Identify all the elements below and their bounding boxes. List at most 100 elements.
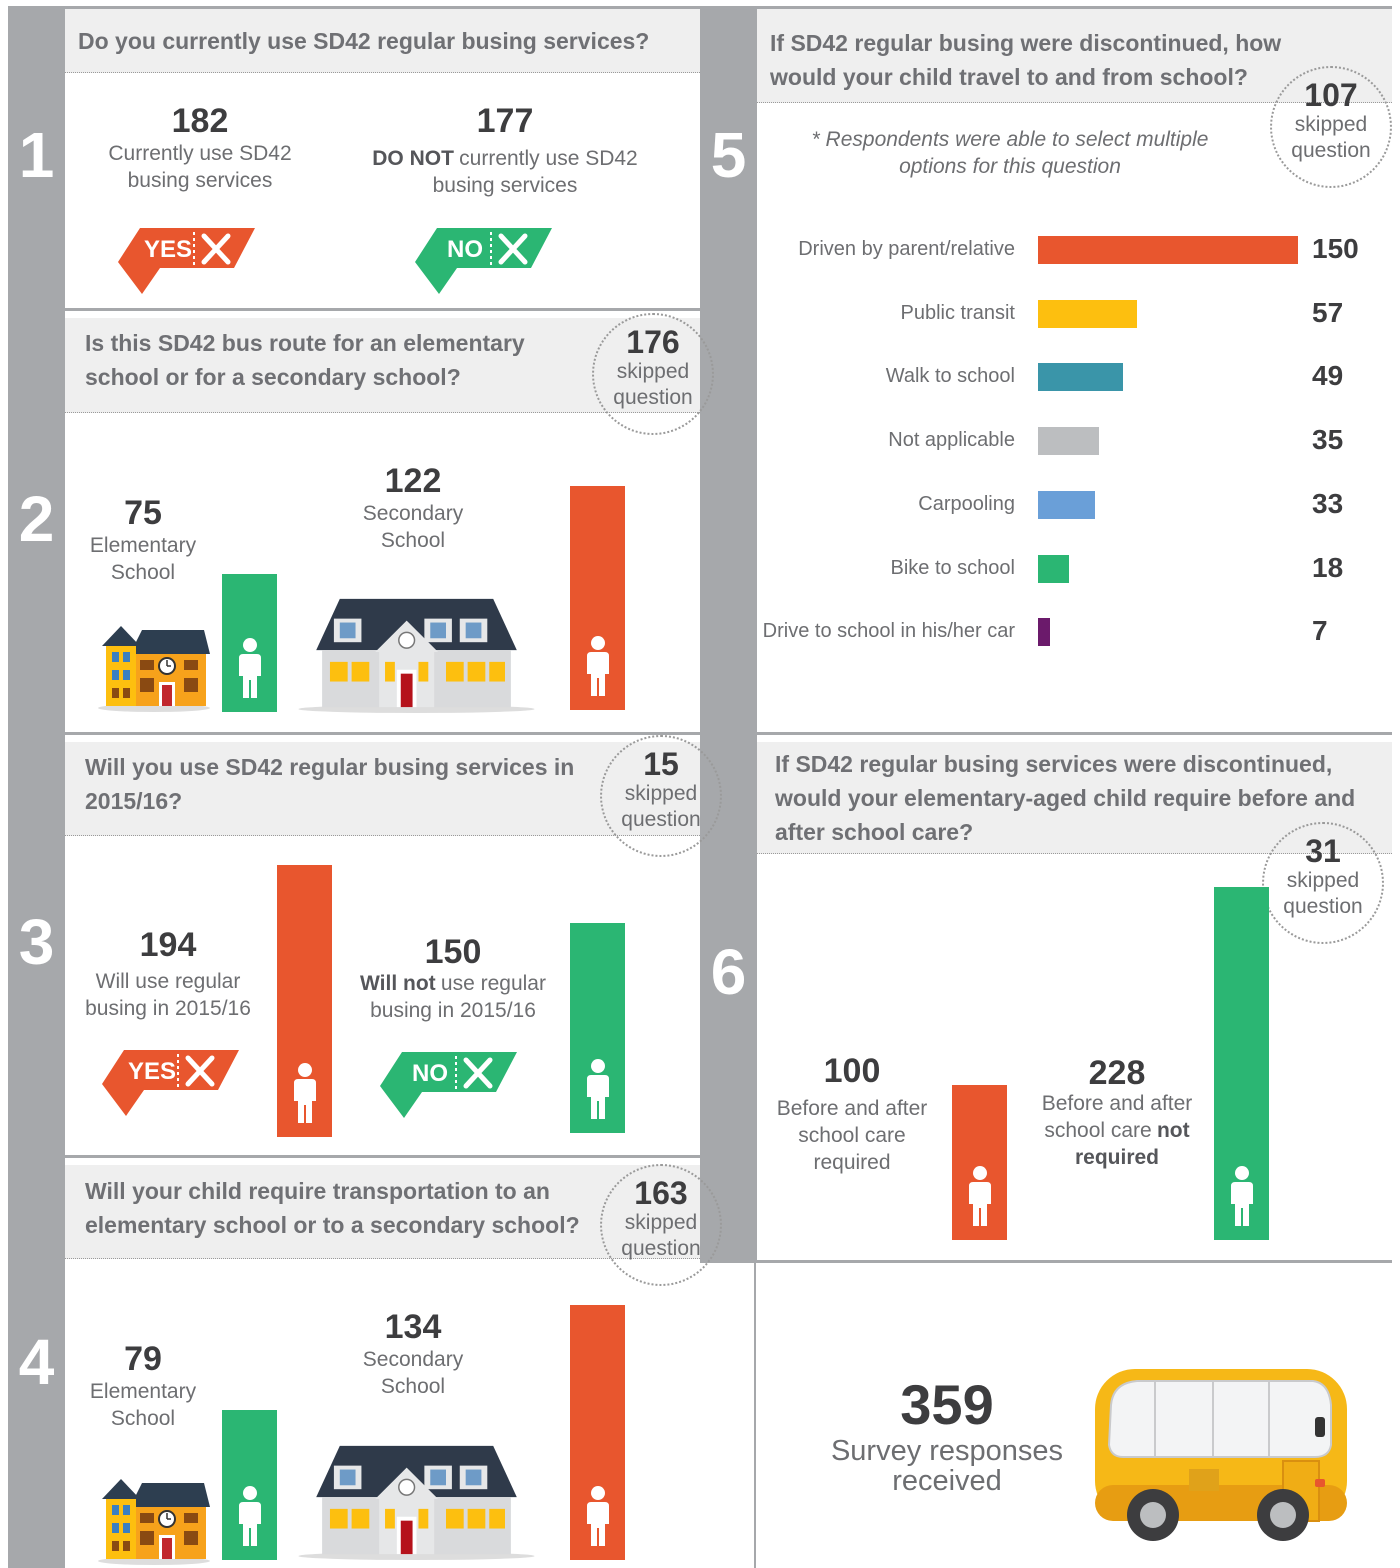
question: Will you use SD42 regular busing service… (85, 750, 595, 818)
item-label: Secondary School (348, 1346, 478, 1400)
question: If SD42 regular busing were discontinued… (770, 26, 1300, 94)
secondary-school-icon (298, 1442, 535, 1560)
skipped-label: skipped question (1278, 868, 1368, 920)
person-icon (583, 1059, 613, 1121)
bar (1038, 300, 1137, 328)
item-label: Secondary School (348, 500, 478, 554)
value-label: 18 (1312, 552, 1343, 584)
category-label: Walk to school (745, 363, 1015, 390)
item-value: 182 (100, 102, 300, 141)
label-part: Secondary School (363, 502, 463, 552)
person-icon (235, 1486, 265, 1548)
person-icon (290, 1063, 320, 1125)
person-icon (235, 638, 265, 700)
section-number: 1 (8, 118, 65, 192)
item-value: 75 (68, 494, 218, 533)
value-label: 150 (1312, 233, 1359, 265)
skipped-label: skipped question (616, 1210, 706, 1262)
category-label: Not applicable (745, 427, 1015, 454)
elementary-school-icon (98, 1475, 210, 1565)
section-number: 2 (8, 482, 65, 556)
badge-shape: YES (118, 228, 255, 294)
elementary-school-icon (98, 622, 210, 712)
note: * Respondents were able to select multip… (800, 126, 1220, 180)
total-label: Survey responses received (827, 1436, 1067, 1496)
value-label: 33 (1312, 488, 1343, 520)
label-part: Elementary School (90, 534, 196, 584)
skipped-label: skipped question (1286, 112, 1376, 164)
category-label: Driven by parent/relative (745, 236, 1015, 263)
item-label: Elementary School (78, 532, 208, 586)
value-label: 7 (1312, 615, 1328, 647)
bar (570, 1305, 625, 1560)
bar (1038, 618, 1050, 646)
category-label: Drive to school in his/her car (745, 618, 1015, 645)
label-part: Will use regular busing in 2015/16 (85, 970, 251, 1020)
person-icon (583, 1486, 613, 1548)
total-value: 359 (817, 1372, 1077, 1437)
value-label: 49 (1312, 360, 1343, 392)
person-head (591, 1059, 605, 1073)
separator (754, 1262, 756, 1568)
separator (700, 1260, 1392, 1263)
badge: YES (102, 1050, 239, 1121)
person-body (587, 1502, 609, 1546)
badge-text: NO (447, 236, 483, 263)
badge-body (415, 228, 552, 294)
label-part: Elementary School (90, 1380, 196, 1430)
item-label: Will use regular busing in 2015/16 (78, 968, 258, 1022)
bar (277, 865, 332, 1137)
question: Do you currently use SD42 regular busing… (78, 24, 693, 58)
skipped-count: 176 (594, 325, 712, 359)
category-label: Bike to school (745, 555, 1015, 582)
badge: NO (415, 228, 552, 299)
person-head (591, 1486, 605, 1500)
bar (1038, 555, 1069, 583)
item-value: 194 (93, 926, 243, 965)
item-value: 79 (68, 1340, 218, 1379)
item-value: 150 (378, 933, 528, 972)
bar (1038, 236, 1298, 264)
label-part: Currently use SD42 busing services (108, 142, 291, 192)
infographic: 1 Do you currently use SD42 regular busi… (0, 0, 1400, 1568)
label-part: Secondary School (363, 1348, 463, 1398)
section-number: 4 (8, 1325, 65, 1399)
category-label: Carpooling (745, 491, 1015, 518)
item-label: Currently use SD42 busing services (90, 140, 310, 194)
bar (1038, 427, 1099, 455)
badge-text: YES (144, 236, 192, 263)
person-icon (583, 636, 613, 698)
badge-text: NO (412, 1060, 448, 1087)
bar (1038, 363, 1123, 391)
badge: YES (118, 228, 255, 299)
skipped-label: skipped question (616, 781, 706, 833)
bar (952, 1085, 1007, 1240)
bar (222, 1410, 277, 1560)
item-label: Elementary School (78, 1378, 208, 1432)
category-label: Public transit (745, 300, 1015, 327)
badge-shape: YES (102, 1050, 239, 1116)
badge-shape: NO (415, 228, 552, 294)
person-body (1231, 1182, 1253, 1226)
person-icon (965, 1166, 995, 1228)
section-number: 5 (700, 118, 757, 192)
label-part: Before and after school care required (777, 1097, 928, 1174)
item-label: Before and after school care required (767, 1095, 937, 1176)
bar (222, 574, 277, 712)
item-value: 228 (1042, 1054, 1192, 1093)
bar (570, 923, 625, 1133)
badge-body (380, 1052, 517, 1118)
person-head (243, 638, 257, 652)
value-label: 35 (1312, 424, 1343, 456)
item-value: 100 (777, 1052, 927, 1091)
bar (1038, 491, 1095, 519)
person-icon (1227, 1166, 1257, 1228)
bar (1214, 887, 1269, 1240)
